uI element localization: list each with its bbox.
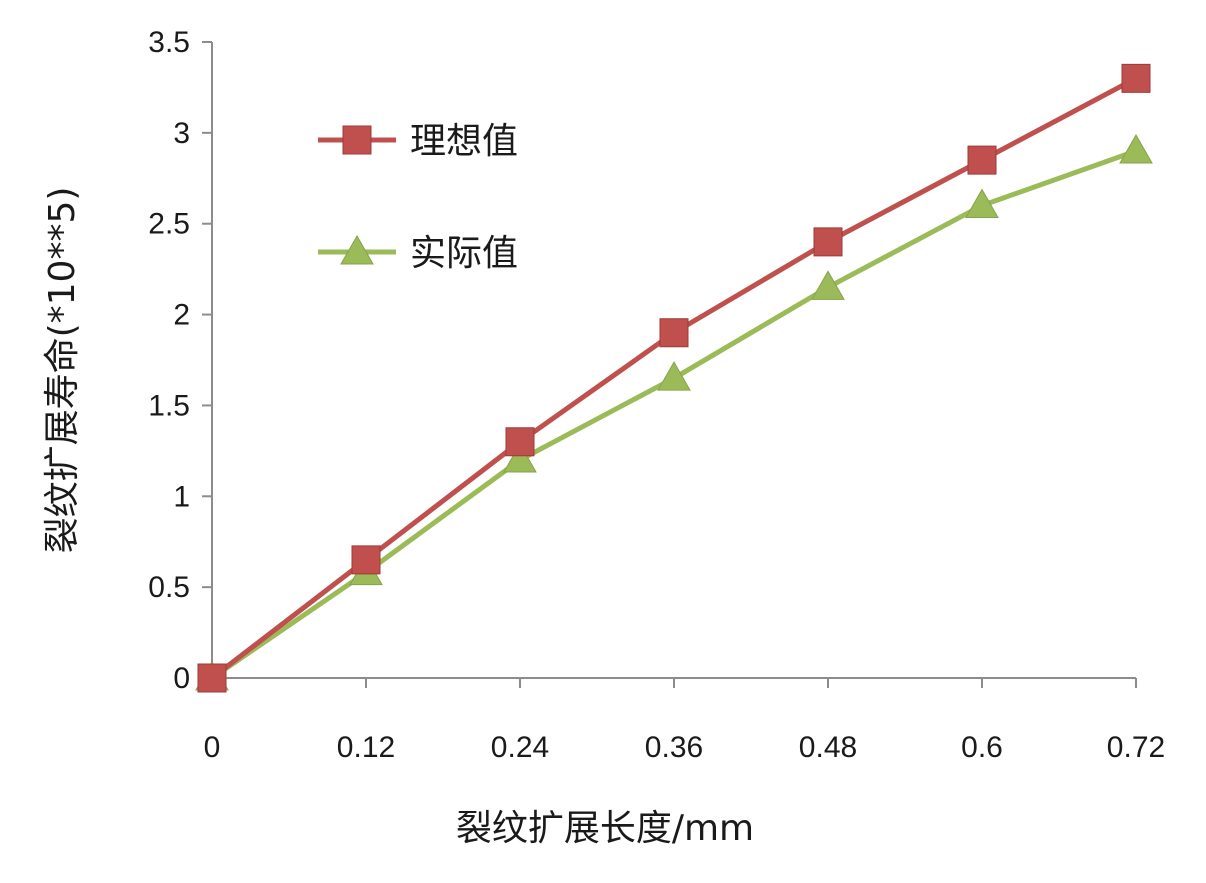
x-tick-label: 0 — [204, 731, 221, 764]
legend-item-1: 理想值 — [318, 121, 518, 162]
data-point — [967, 145, 997, 175]
x-tick-label: 0.36 — [645, 731, 703, 764]
data-point — [813, 227, 843, 257]
data-point — [1119, 134, 1153, 164]
y-tick-label: 0 — [173, 662, 190, 695]
data-point — [351, 545, 381, 575]
y-tick-label: 1.5 — [148, 389, 190, 422]
x-tick-label: 0.48 — [799, 731, 857, 764]
legend-marker — [342, 125, 372, 155]
series-layer — [195, 63, 1153, 693]
legend-item-2: 实际值 — [318, 233, 518, 274]
data-point — [811, 270, 845, 300]
series-2 — [195, 134, 1153, 691]
y-tick-label: 3 — [173, 117, 190, 150]
data-point — [965, 188, 999, 219]
x-tick-label: 0.24 — [491, 731, 549, 764]
y-tick-label: 0.5 — [148, 571, 190, 604]
axes: 0 0.5 1 1.5 2 2.5 3 3.5 0 0.12 0.24 0.36 0.48 0.6 0.72 — [148, 26, 1165, 764]
data-point — [659, 318, 689, 348]
data-point — [505, 427, 535, 457]
legend-label: 实际值 — [410, 233, 518, 274]
series-1 — [197, 63, 1151, 693]
legend-marker — [340, 234, 374, 265]
data-point — [503, 442, 537, 473]
x-tick-label: 0.6 — [961, 731, 1003, 764]
legend-label: 理想值 — [410, 121, 518, 162]
data-point — [1121, 63, 1151, 93]
x-tick-label: 0.12 — [337, 731, 395, 764]
series-line — [210, 148, 1137, 681]
y-tick-label: 3.5 — [148, 26, 190, 59]
y-tick-label: 1 — [173, 480, 190, 513]
x-axis-title: 裂纹扩展长度/mm — [456, 808, 754, 849]
data-point — [657, 361, 691, 391]
y-axis-title: 裂纹扩展寿命(*10**5) — [42, 187, 83, 554]
y-tick-label: 2 — [173, 299, 190, 332]
y-tick-label: 2.5 — [148, 208, 190, 241]
data-point — [197, 663, 227, 693]
x-tick-label: 0.72 — [1107, 731, 1165, 764]
